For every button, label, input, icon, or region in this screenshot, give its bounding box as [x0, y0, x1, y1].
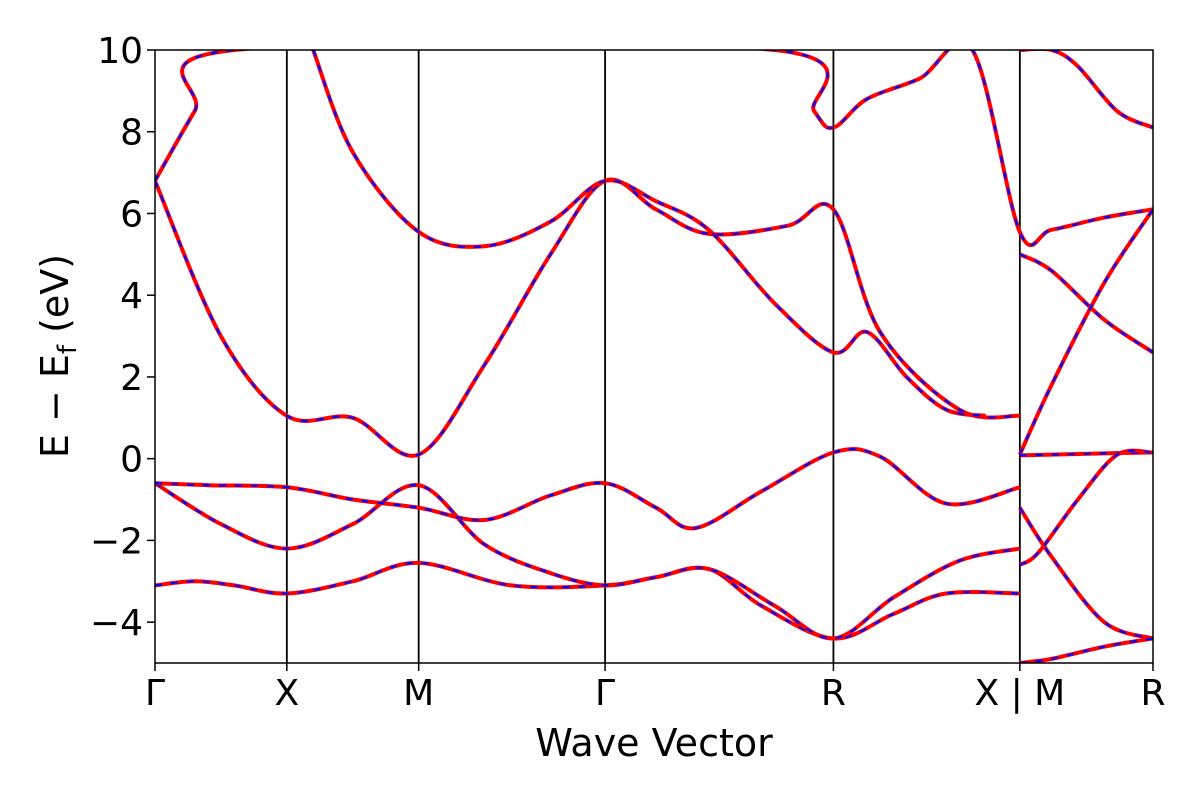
band-line-fit-5: [312, 50, 986, 417]
y-tick-label: 4: [120, 276, 143, 317]
band-line-fit-6: [155, 50, 1153, 247]
x-tick-label-1: X: [275, 673, 300, 714]
y-axis-title-subscript: f: [53, 344, 83, 354]
x-axis-ticks: Γ X M Γ R X | M R: [145, 663, 1166, 714]
y-tick-label: 2: [120, 358, 143, 399]
band-line-dft-3: [155, 447, 1021, 531]
y-tick-label: 8: [120, 113, 143, 154]
y-axis-ticks: −4 −2 0 2 4 6 8 10: [90, 31, 155, 644]
x-tick-label-0: Γ: [145, 673, 165, 714]
band-lines: [155, 50, 1153, 663]
band-line-fit-4: [155, 178, 1020, 457]
y-axis-title: E − Ef (eV): [33, 254, 83, 458]
band-line-fit-2: [155, 482, 1021, 640]
y-tick-label: 6: [120, 194, 143, 235]
band-line-fit-7: [1019, 253, 1153, 354]
y-axis-title-unit: (eV): [33, 254, 77, 333]
plot-frame: [154, 49, 1154, 664]
band-line-fit-8: [1018, 208, 1153, 456]
y-axis-title-main: E − E: [33, 354, 77, 458]
x-tick-label-6: R: [1140, 673, 1165, 714]
y-tick-label: −2: [90, 521, 143, 562]
band-line-dft-13: [1019, 50, 1153, 130]
kpoint-lines: [285, 50, 1021, 663]
x-tick-label-5: X | M: [974, 673, 1065, 714]
x-tick-label-2: M: [403, 673, 434, 714]
band-line-fit-12: [1019, 449, 1153, 566]
x-tick-label-4: R: [821, 673, 846, 714]
band-line-fit-10: [1018, 507, 1153, 640]
x-axis-title: Wave Vector: [535, 721, 773, 765]
band-line-fit-11: [1019, 637, 1153, 663]
x-tick-label-3: Γ: [595, 673, 615, 714]
y-tick-label: 10: [97, 31, 143, 72]
y-tick-label: −4: [90, 603, 143, 644]
y-tick-label: 0: [120, 440, 143, 481]
band-line-fit-9: [1019, 451, 1153, 457]
